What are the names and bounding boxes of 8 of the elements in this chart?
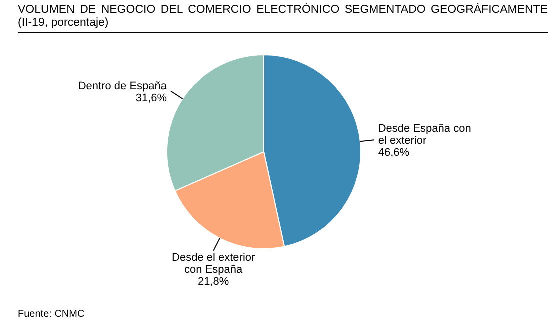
data-label: 21,8% [198, 276, 230, 288]
data-label: 31,6% [136, 92, 168, 104]
slice-label: Dentro de España [78, 80, 168, 92]
slice-label: Desde España con el exterior [378, 123, 472, 148]
source-note: Fuente: CNMC [18, 309, 85, 320]
slice-label: Desde el exterior con España [172, 252, 256, 276]
chart-title: VOLUMEN DE NEGOCIO DEL COMERCIO ELECTRÓNICO SEGMENTADO GEOGRÁFICAMENTE (II-19, porcentaje) [18, 4, 548, 33]
data-label: 46,6% [378, 147, 410, 160]
